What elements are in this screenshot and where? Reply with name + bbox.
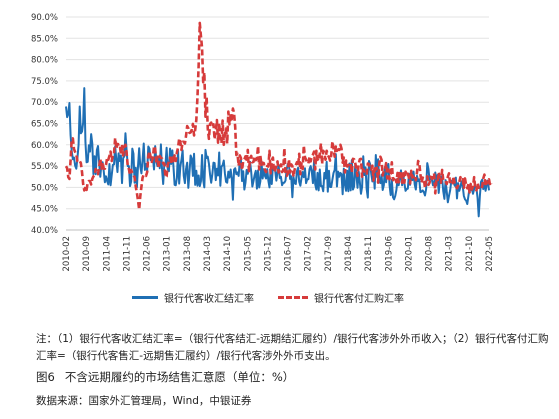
chart-gridlines — [66, 16, 489, 231]
chart-legend: 银行代客收汇结汇率 银行代客付汇购汇率 — [132, 290, 432, 306]
chart-note: 注：（1）银行代客收汇结汇率=（银行代客结汇-远期结汇履约）/银行代客涉外外币收… — [36, 333, 549, 362]
figure-title: 不含远期履约的市场结售汇意愿（单位：%） — [64, 370, 295, 384]
data-source: 数据来源：国家外汇管理局，Wind，中银证券 — [36, 395, 252, 407]
y-tick-label: 80.0% — [31, 56, 58, 66]
y-tick-label: 85.0% — [31, 34, 58, 44]
x-tick-label: 2021-10 — [465, 236, 475, 272]
legend-label-series-2: 银行代客付汇购汇率 — [314, 294, 404, 305]
legend-item-series-1: 银行代客收汇结汇率 — [132, 290, 254, 305]
x-tick-label: 2020-08 — [425, 236, 435, 272]
x-tick-label: 2020-01 — [404, 236, 414, 272]
x-tick-label: 2012-06 — [143, 236, 153, 272]
x-tick-label: 2018-04 — [344, 236, 354, 272]
x-tick-label: 2014-03 — [203, 236, 213, 272]
x-tick-label: 2014-10 — [223, 236, 233, 272]
legend-label-series-1: 银行代客收汇结汇率 — [164, 294, 254, 305]
x-tick-label: 2010-09 — [82, 236, 92, 272]
y-tick-label: 55.0% — [31, 162, 58, 172]
y-tick-label: 40.0% — [31, 226, 58, 236]
y-tick-label: 60.0% — [31, 141, 58, 151]
x-tick-label: 2021-03 — [445, 236, 455, 272]
x-tick-label: 2011-04 — [102, 236, 112, 272]
x-tick-label: 2011-11 — [122, 236, 132, 272]
y-tick-label: 70.0% — [31, 98, 58, 108]
x-tick-label: 2010-02 — [62, 236, 72, 272]
x-tick-label: 2017-02 — [304, 236, 314, 272]
y-axis-tick-labels: 40.0% 45.0% 50.0% 55.0% 60.0% 65.0% 70.0% 75.0%… — [31, 13, 58, 236]
line-chart: 40.0% 45.0% 50.0% 55.0% 60.0% 65.0% 70.0% 75.0%… — [31, 13, 495, 272]
x-tick-label: 2013-01 — [163, 236, 173, 272]
series-line-1 — [65, 87, 490, 218]
chart-series-lines — [64, 21, 493, 218]
x-tick-label: 2017-09 — [324, 236, 334, 272]
y-tick-label: 90.0% — [31, 13, 58, 23]
x-tick-label: 2013-08 — [183, 236, 193, 272]
x-tick-label: 2016-07 — [284, 236, 294, 272]
series-line-2 — [64, 21, 493, 211]
legend-item-series-2: 银行代客付汇购汇率 — [278, 290, 404, 305]
x-tick-label: 2015-05 — [243, 236, 253, 272]
legend-swatch-dashed-line — [278, 296, 308, 299]
figure-number: 图6 — [36, 370, 55, 384]
figure-caption: 图6 不含远期履约的市场结售汇意愿（单位：%） — [36, 369, 294, 385]
x-tick-label: 2019-06 — [384, 236, 394, 272]
x-tick-label: 2015-12 — [263, 236, 273, 272]
y-tick-label: 45.0% — [31, 205, 58, 215]
legend-swatch-solid-line — [132, 296, 158, 299]
y-tick-label: 75.0% — [31, 77, 58, 87]
y-tick-label: 50.0% — [31, 183, 58, 193]
y-tick-label: 65.0% — [31, 120, 58, 130]
x-axis-tick-labels: 2010-02 2010-09 2011-04 2011-11 2012-06 2013-… — [62, 229, 495, 272]
x-tick-label: 2022-05 — [485, 236, 495, 272]
x-tick-label: 2018-11 — [364, 236, 374, 272]
